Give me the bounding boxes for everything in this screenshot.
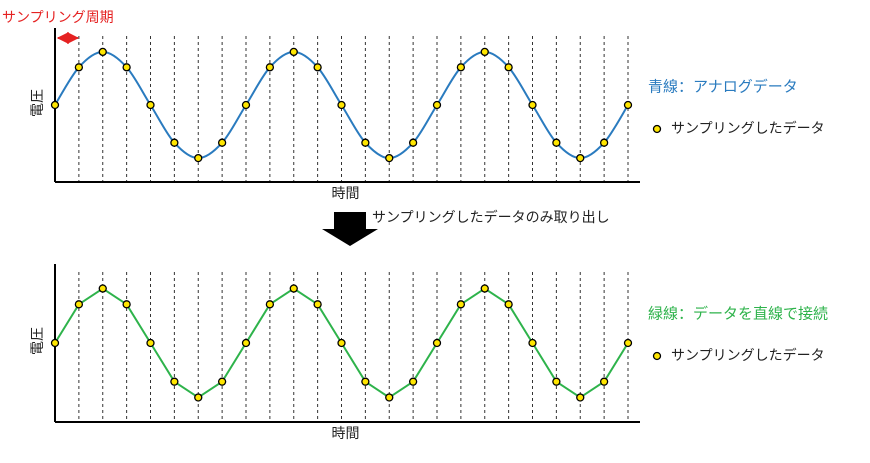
- sample-point: [385, 153, 394, 163]
- sample-point: [289, 47, 298, 57]
- sample-point: [98, 284, 107, 293]
- sample-point: [408, 138, 418, 147]
- legend-label: 緑線：データを直線で接続: [648, 305, 828, 323]
- sample-point: [456, 300, 466, 309]
- sample-point: [337, 338, 346, 348]
- sample-point: [146, 338, 155, 348]
- sample-point: [74, 300, 84, 309]
- legend-marker: [652, 124, 662, 134]
- sample-point: [599, 377, 609, 386]
- sample-point: [504, 63, 513, 72]
- sample-point: [576, 153, 585, 163]
- sample-point: [146, 100, 155, 110]
- sample-point: [528, 338, 537, 348]
- sample-point: [480, 47, 489, 57]
- sample-point: [432, 338, 442, 348]
- legend-label: 青線：アナログデータ: [648, 78, 798, 96]
- sample-point: [50, 100, 60, 110]
- sample-point: [456, 63, 466, 72]
- sample-point: [217, 138, 227, 147]
- sample-point: [98, 47, 107, 57]
- sample-point: [528, 100, 537, 110]
- sample-point: [170, 138, 179, 147]
- sample-point: [289, 284, 298, 293]
- sample-point: [385, 393, 394, 402]
- sample-point: [623, 338, 633, 348]
- sample-point: [194, 393, 203, 402]
- sample-point: [194, 153, 203, 163]
- sample-point: [265, 300, 275, 309]
- sample-point: [480, 284, 489, 293]
- sample-point: [74, 63, 84, 72]
- sample-point: [122, 63, 131, 72]
- period-label: サンプリング周期: [2, 10, 114, 26]
- y-axis-label: 電圧: [30, 89, 46, 117]
- x-axis-label: 時間: [332, 186, 360, 202]
- sample-point: [552, 138, 561, 147]
- legend-marker: [652, 351, 662, 361]
- sample-point: [432, 100, 442, 110]
- sample-point: [504, 300, 513, 309]
- sample-point: [361, 377, 370, 386]
- sample-point: [313, 300, 322, 309]
- sample-point: [576, 393, 585, 402]
- sample-point: [122, 300, 131, 309]
- x-axis-label: 時間: [332, 426, 360, 442]
- sample-point: [623, 100, 633, 110]
- sample-point: [170, 377, 179, 386]
- legend-label: サンプリングしたデータ: [671, 120, 825, 137]
- sample-point: [552, 377, 561, 386]
- sample-point: [337, 100, 346, 110]
- sample-point: [361, 138, 370, 147]
- sample-point: [408, 377, 418, 386]
- sample-point: [313, 63, 322, 72]
- sample-point: [241, 100, 251, 110]
- sample-point: [241, 338, 251, 348]
- sample-point: [217, 377, 227, 386]
- down-arrow: [322, 212, 378, 246]
- sample-point: [50, 338, 60, 348]
- process-note: サンプリングしたデータのみ取り出し: [372, 209, 610, 226]
- y-axis-label: 電圧: [30, 327, 46, 355]
- legend-label: サンプリングしたデータ: [671, 347, 825, 364]
- sample-point: [265, 63, 275, 72]
- sample-point: [599, 138, 609, 147]
